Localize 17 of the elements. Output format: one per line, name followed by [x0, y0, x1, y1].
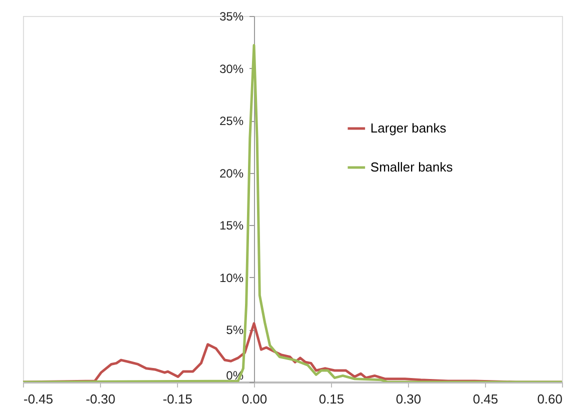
x-tick-label: 0.30 [396, 392, 422, 406]
x-tick-label: -0.45 [24, 392, 54, 406]
y-tick-label: 5% [226, 323, 244, 338]
y-tick-label: 15% [219, 218, 244, 233]
x-tick-label: 0.00 [242, 392, 268, 406]
x-tick-label: 0.60 [537, 392, 562, 406]
y-tick-label: 25% [219, 114, 244, 128]
legend-label: Larger banks [370, 120, 447, 136]
x-tick-label: 0.45 [472, 392, 498, 406]
y-tick-label: 30% [219, 62, 244, 76]
y-tick-label: 20% [219, 166, 244, 180]
y-tick-label: 10% [219, 270, 244, 285]
y-tick-label: 35% [219, 10, 244, 24]
x-tick-label: -0.15 [162, 392, 192, 406]
x-tick-label: 0.15 [318, 392, 344, 406]
legend-label: Smaller banks [370, 159, 454, 174]
x-tick-label: -0.30 [86, 392, 116, 406]
